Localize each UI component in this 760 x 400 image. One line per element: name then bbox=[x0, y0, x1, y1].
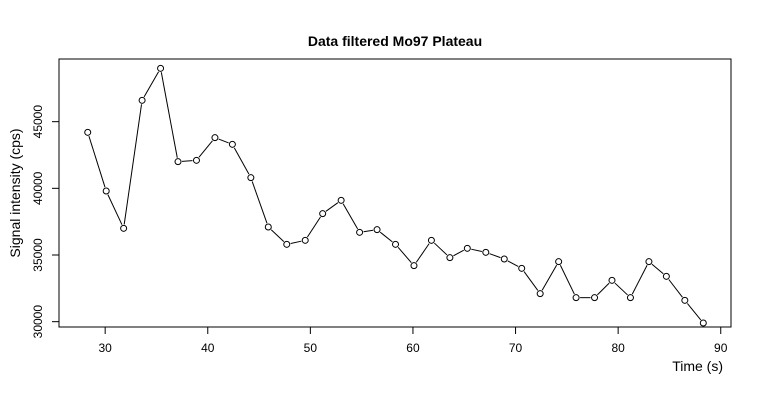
plot-frame bbox=[58, 58, 732, 328]
series-line-segment bbox=[160, 72, 178, 158]
series-line-segment bbox=[181, 160, 193, 162]
series-line-segment bbox=[218, 138, 229, 144]
series-line-segment bbox=[233, 147, 250, 175]
y-axis: 30000 35000 40000 45000 bbox=[31, 105, 60, 339]
data-point bbox=[662, 272, 670, 280]
series-line-segment bbox=[453, 249, 465, 257]
data-point bbox=[283, 240, 291, 248]
chart-title: Data filtered Mo97 Plateau bbox=[308, 33, 482, 49]
data-point bbox=[410, 262, 418, 270]
data-point bbox=[102, 187, 110, 195]
series-line-segment bbox=[471, 248, 482, 252]
data-point bbox=[319, 210, 327, 218]
x-axis: 30 40 50 60 70 80 90 bbox=[98, 326, 728, 355]
data-point bbox=[392, 240, 400, 248]
x-axis-label: Time (s) bbox=[672, 358, 723, 374]
data-point bbox=[337, 196, 345, 204]
series-line-segment bbox=[342, 203, 359, 230]
data-point bbox=[211, 134, 219, 142]
data-point bbox=[591, 294, 599, 302]
series-line-segment bbox=[507, 260, 519, 267]
data-point bbox=[138, 96, 146, 104]
series-line-segment bbox=[107, 194, 123, 225]
series-line-segment bbox=[651, 263, 664, 275]
data-point bbox=[608, 276, 616, 284]
y-tick-label: 40000 bbox=[31, 171, 45, 205]
data-point bbox=[555, 258, 563, 266]
series-line-segment bbox=[559, 265, 575, 295]
series-line-segment bbox=[541, 264, 558, 291]
data-point bbox=[482, 248, 490, 256]
data-point bbox=[427, 236, 435, 244]
data-point bbox=[228, 140, 236, 148]
data-point bbox=[645, 258, 653, 266]
series-line-segment bbox=[307, 216, 321, 238]
series-line-segment bbox=[614, 282, 628, 296]
x-tick-label: 70 bbox=[509, 341, 523, 355]
data-series bbox=[84, 64, 707, 327]
data-point bbox=[174, 158, 182, 166]
x-tick-label: 60 bbox=[406, 341, 420, 355]
series-line-segment bbox=[631, 264, 648, 295]
y-tick-label: 30000 bbox=[31, 305, 45, 339]
data-point bbox=[157, 64, 165, 72]
series-line-segment bbox=[325, 202, 339, 212]
series-line-segment bbox=[597, 282, 610, 296]
data-point bbox=[356, 228, 364, 236]
series-line-segment bbox=[143, 71, 160, 98]
series-line-segment bbox=[88, 135, 106, 188]
data-point bbox=[84, 128, 92, 136]
data-point bbox=[301, 236, 309, 244]
series-line-segment bbox=[270, 229, 285, 242]
series-line-segment bbox=[489, 253, 501, 259]
y-tick-label: 45000 bbox=[31, 105, 45, 139]
x-tick-label: 80 bbox=[611, 341, 625, 355]
series-line-segment bbox=[198, 140, 213, 158]
series-line-segment bbox=[668, 279, 683, 298]
data-point bbox=[572, 294, 580, 302]
data-point bbox=[463, 244, 471, 252]
data-point bbox=[446, 254, 454, 262]
series-line-segment bbox=[123, 104, 143, 225]
series-line-segment bbox=[379, 231, 393, 243]
x-tick-label: 30 bbox=[98, 341, 112, 355]
y-tick-label: 35000 bbox=[31, 238, 45, 272]
data-point bbox=[373, 226, 381, 234]
data-point bbox=[681, 296, 689, 304]
series-line-segment bbox=[433, 242, 448, 256]
data-point bbox=[518, 264, 526, 272]
data-point bbox=[247, 174, 255, 182]
series-line-segment bbox=[686, 303, 702, 321]
data-point bbox=[120, 224, 128, 232]
data-point bbox=[699, 319, 707, 327]
data-point bbox=[264, 223, 272, 231]
series-line-segment bbox=[290, 240, 302, 244]
series-line-segment bbox=[523, 271, 539, 291]
data-point bbox=[500, 255, 508, 263]
data-point bbox=[192, 156, 200, 164]
x-tick-label: 50 bbox=[304, 341, 318, 355]
data-point bbox=[536, 290, 544, 298]
series-line-segment bbox=[415, 243, 430, 263]
y-axis-label: Signal intensity (cps) bbox=[7, 128, 23, 257]
series-line-segment bbox=[251, 181, 268, 224]
series-line-segment bbox=[397, 247, 412, 263]
x-tick-label: 40 bbox=[201, 341, 215, 355]
series-line-segment bbox=[363, 229, 374, 233]
data-point bbox=[626, 294, 634, 302]
x-tick-label: 90 bbox=[714, 341, 728, 355]
